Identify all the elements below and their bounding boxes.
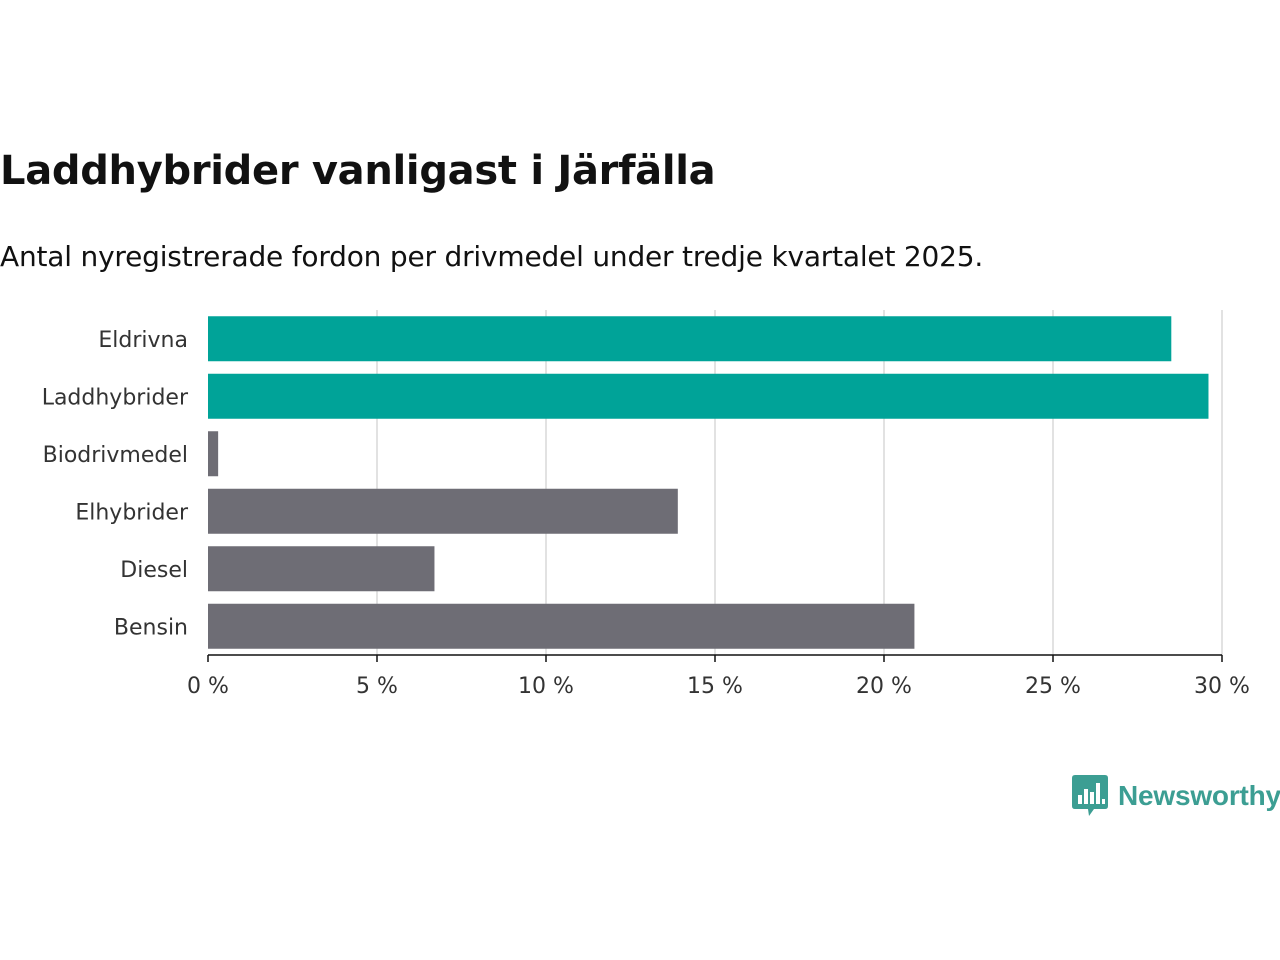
x-tick-label: 15 % [687,674,743,699]
bar-eldrivna [208,316,1172,362]
x-tick-label: 20 % [856,674,912,699]
category-label: Bensin [114,615,188,640]
category-labels: Eldrivna Laddhybrider Biodrivmedel Elhybrid… [42,328,189,641]
bar-biodrivmedel [208,431,219,477]
category-label: Biodrivmedel [43,443,188,468]
bar-chart-speech-bubble-icon [1072,775,1108,816]
x-axis: 0 % 5 % 10 % 15 % 20 % 25 % 30 % [187,654,1250,699]
bar-laddhybrider [208,373,1209,419]
category-label: Diesel [120,558,188,583]
x-tick-label: 25 % [1025,674,1081,699]
x-tick-label: 5 % [356,674,398,699]
x-tick-label: 30 % [1194,674,1250,699]
bars [208,316,1209,649]
grid-lines [376,310,1223,655]
category-label: Elhybrider [75,500,189,525]
brand-name: Newsworthy [1118,780,1280,811]
brand-logo: Newsworthy [1072,774,1280,818]
chart-title: Laddhybrider vanligast i Järfälla [0,148,716,194]
chart-subtitle: Antal nyregistrerade fordon per drivmede… [0,240,984,273]
category-label: Laddhybrider [42,385,189,410]
bar-elhybrider [208,488,678,534]
bar-chart: 0 % 5 % 10 % 15 % 20 % 25 % 30 % Eldrivna Laddh… [42,310,1250,699]
bar-bensin [208,603,915,649]
bar-diesel [208,546,435,592]
x-tick-label: 0 % [187,674,229,699]
category-label: Eldrivna [98,328,188,353]
x-tick-label: 10 % [518,674,574,699]
